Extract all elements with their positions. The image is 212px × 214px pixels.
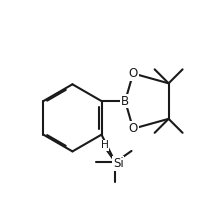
Text: O: O <box>128 122 138 135</box>
Text: H: H <box>100 140 108 150</box>
Text: Si: Si <box>113 157 124 170</box>
Text: B: B <box>121 95 129 108</box>
Text: O: O <box>128 67 138 80</box>
